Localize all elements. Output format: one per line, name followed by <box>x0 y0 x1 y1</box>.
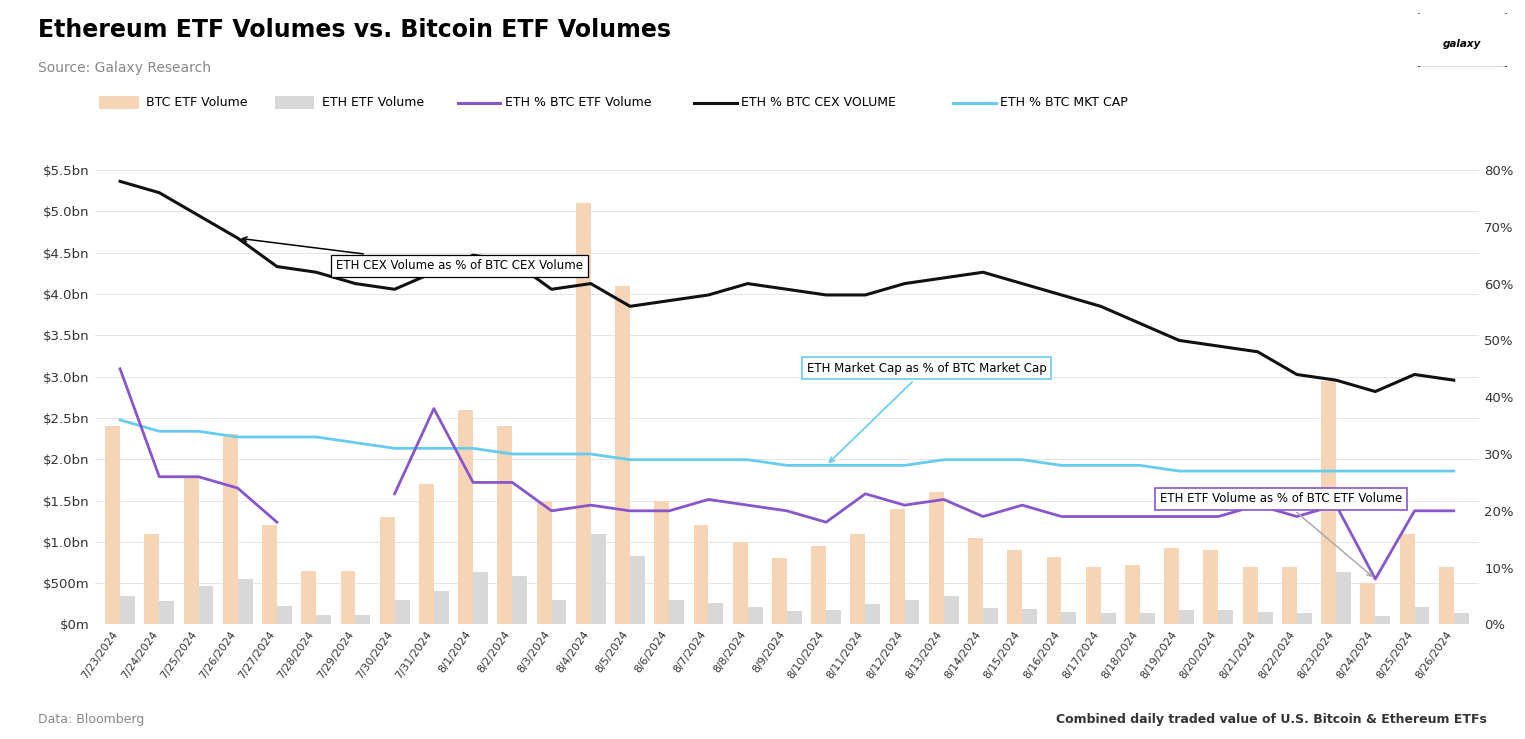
Bar <box>827 610 840 624</box>
Bar <box>1125 565 1141 624</box>
Bar <box>772 559 787 624</box>
Bar <box>419 484 433 624</box>
Bar <box>198 585 214 624</box>
Bar <box>262 525 278 624</box>
Bar <box>1008 550 1022 624</box>
Bar <box>497 426 512 624</box>
Bar <box>1203 550 1218 624</box>
Text: ETH ETF Volume as % of BTC ETF Volume: ETH ETF Volume as % of BTC ETF Volume <box>1159 492 1401 576</box>
Bar <box>889 508 904 624</box>
Bar <box>1179 610 1194 624</box>
Bar <box>355 615 371 624</box>
Bar <box>747 607 762 624</box>
Bar <box>851 534 865 624</box>
Bar <box>1376 616 1391 624</box>
Bar <box>238 579 253 624</box>
Bar <box>552 599 566 624</box>
Text: Source: Galaxy Research: Source: Galaxy Research <box>38 61 210 75</box>
Bar <box>1400 534 1415 624</box>
Text: ETH CEX Volume as % of BTC CEX Volume: ETH CEX Volume as % of BTC CEX Volume <box>242 237 583 273</box>
Bar <box>120 596 134 624</box>
Text: BTC ETF Volume: BTC ETF Volume <box>146 96 249 109</box>
Bar <box>1046 556 1061 624</box>
Bar <box>223 435 238 624</box>
Bar <box>512 576 528 624</box>
Bar <box>694 525 709 624</box>
Bar <box>1164 548 1179 624</box>
Bar <box>145 534 159 624</box>
Bar <box>183 476 198 624</box>
Bar <box>734 542 747 624</box>
Bar <box>1061 612 1077 624</box>
Bar <box>1086 567 1101 624</box>
Bar <box>1321 381 1336 624</box>
Bar <box>984 608 997 624</box>
Text: ETH Market Cap as % of BTC Market Cap: ETH Market Cap as % of BTC Market Cap <box>807 361 1046 462</box>
Bar <box>1283 567 1296 624</box>
Text: ETH % BTC ETF Volume: ETH % BTC ETF Volume <box>505 96 651 109</box>
Bar <box>630 556 645 624</box>
Bar <box>340 571 355 624</box>
Bar <box>590 534 605 624</box>
Bar <box>968 538 984 624</box>
Bar <box>1360 583 1376 624</box>
Bar <box>787 611 802 624</box>
Bar <box>380 517 395 624</box>
Bar <box>1453 613 1469 624</box>
Bar <box>105 426 120 624</box>
Bar <box>1218 610 1234 624</box>
Text: ETH ETF Volume: ETH ETF Volume <box>322 96 424 109</box>
Bar <box>654 500 669 624</box>
Bar <box>929 492 944 624</box>
Bar <box>615 286 630 624</box>
Bar <box>1296 613 1312 624</box>
Bar <box>159 602 174 624</box>
Bar <box>458 409 473 624</box>
Bar <box>1141 613 1154 624</box>
Text: Ethereum ETF Volumes vs. Bitcoin ETF Volumes: Ethereum ETF Volumes vs. Bitcoin ETF Vol… <box>38 18 671 42</box>
Bar <box>576 203 590 624</box>
Bar <box>302 571 316 624</box>
Bar <box>1440 567 1453 624</box>
Bar <box>1101 613 1116 624</box>
Text: ETH % BTC CEX VOLUME: ETH % BTC CEX VOLUME <box>741 96 897 109</box>
Bar <box>865 604 880 624</box>
Bar <box>904 599 920 624</box>
Text: ETH % BTC MKT CAP: ETH % BTC MKT CAP <box>1000 96 1128 109</box>
Bar <box>1415 607 1429 624</box>
Bar <box>473 571 488 624</box>
Text: Combined daily traded value of U.S. Bitcoin & Ethereum ETFs: Combined daily traded value of U.S. Bitc… <box>1055 712 1487 726</box>
Bar <box>395 599 410 624</box>
Bar <box>316 615 331 624</box>
Bar <box>944 596 959 624</box>
Bar <box>1258 613 1272 624</box>
Bar <box>278 606 291 624</box>
Bar <box>669 599 685 624</box>
Bar <box>1336 573 1351 624</box>
Bar <box>1022 609 1037 624</box>
Bar <box>433 590 448 624</box>
Text: Data: Bloomberg: Data: Bloomberg <box>38 712 145 726</box>
Bar <box>1243 567 1258 624</box>
Text: galaxy: galaxy <box>1443 39 1482 50</box>
Bar <box>709 603 723 624</box>
Bar <box>811 546 827 624</box>
Bar <box>537 500 552 624</box>
